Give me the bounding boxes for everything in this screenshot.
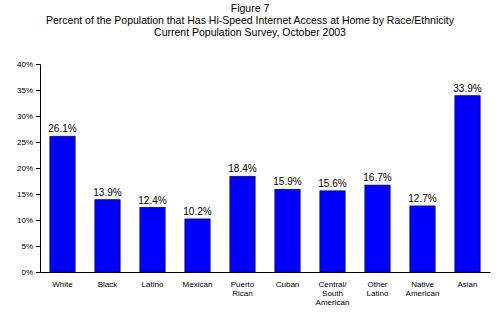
- y-tick-label: 5%: [21, 242, 33, 251]
- x-tick-label: Central/SouthAmerican: [316, 280, 350, 307]
- x-tick: PuertoRican: [231, 280, 255, 298]
- y-tick: 0%: [21, 268, 40, 277]
- bar: [140, 208, 165, 272]
- data-label: 12.4%: [138, 195, 166, 206]
- bars: [50, 96, 480, 272]
- x-tick-label-line: American: [316, 298, 350, 307]
- x-tick: Central/SouthAmerican: [316, 280, 350, 307]
- y-tick: 20%: [17, 164, 40, 173]
- data-label: 33.9%: [453, 83, 481, 94]
- data-label: 10.2%: [183, 206, 211, 217]
- bar: [275, 189, 300, 272]
- x-tick-label: Mexican: [183, 280, 213, 289]
- y-tick: 30%: [17, 112, 40, 121]
- y-tick-mark: [36, 142, 40, 143]
- y-tick-label: 0%: [21, 268, 33, 277]
- y-tick: 25%: [17, 138, 40, 147]
- y-tick-mark: [36, 246, 40, 247]
- y-tick: 40%: [17, 60, 40, 69]
- x-tick-label-line: White: [52, 280, 73, 289]
- x-tick: Mexican: [183, 280, 213, 289]
- bar: [455, 96, 480, 272]
- data-label: 18.4%: [228, 163, 256, 174]
- x-tick-label: NativeAmerican: [406, 280, 440, 298]
- subtitle: Current Population Survey, October 2003: [154, 26, 346, 38]
- y-tick-mark: [36, 194, 40, 195]
- x-tick-label: OtherLatino: [367, 280, 389, 298]
- bar: [230, 176, 255, 272]
- y-tick-mark: [36, 90, 40, 91]
- subtitle: Percent of the Population that Has Hi-Sp…: [46, 14, 455, 26]
- y-tick: 15%: [17, 190, 40, 199]
- x-tick-label-line: Latino: [142, 280, 164, 289]
- y-tick-mark: [36, 220, 40, 221]
- x-tick: OtherLatino: [367, 280, 389, 298]
- x-tick-label: Asian: [457, 280, 477, 289]
- x-tick: Asian: [457, 280, 477, 289]
- data-labels: 26.1% 13.9% 12.4% 10.2% 18.4% 15.9% 15.6% 16.7%…: [48, 83, 481, 217]
- data-label: 15.9%: [273, 176, 301, 187]
- y-tick-mark: [36, 168, 40, 169]
- bar: [365, 185, 390, 272]
- bar: [185, 219, 210, 272]
- x-tick-label-line: Mexican: [183, 280, 213, 289]
- x-axis: White Black Latino Mexican PuertoRican Cuban C…: [41, 273, 491, 308]
- data-label: 15.6%: [318, 178, 346, 189]
- x-tick: White: [52, 280, 73, 289]
- y-axis-line: [36, 65, 41, 273]
- y-tick-mark: [36, 64, 40, 65]
- x-tick: Latino: [142, 280, 164, 289]
- plot: 26.1% 13.9% 12.4% 10.2% 18.4% 15.9% 15.6% 16.7%…: [17, 60, 491, 307]
- data-label: 13.9%: [93, 187, 121, 198]
- y-tick-label: 35%: [17, 86, 33, 95]
- chart: Figure 7Percent of the Population that H…: [0, 0, 500, 324]
- y-tick-label: 30%: [17, 112, 33, 121]
- x-tick-label-line: Other: [367, 280, 387, 289]
- y-tick: 35%: [17, 86, 40, 95]
- bar: [50, 136, 75, 272]
- y-tick: 5%: [21, 242, 40, 251]
- y-tick-label: 25%: [17, 138, 33, 147]
- x-tick-label-line: Cuban: [276, 280, 300, 289]
- bar: [320, 191, 345, 272]
- x-tick-label-line: American: [406, 289, 440, 298]
- x-tick: Cuban: [276, 280, 300, 289]
- x-tick-label-line: South: [322, 289, 343, 298]
- y-tick: 10%: [17, 216, 40, 225]
- data-label: 16.7%: [363, 172, 391, 183]
- data-label: 26.1%: [48, 123, 76, 134]
- y-tick-label: 15%: [17, 190, 33, 199]
- x-tick-label-line: Asian: [457, 280, 477, 289]
- bar: [410, 206, 435, 272]
- x-tick-label-line: Puerto: [231, 280, 255, 289]
- x-tick-label: Black: [98, 280, 119, 289]
- x-tick-label: Latino: [142, 280, 164, 289]
- x-tick-label: Cuban: [276, 280, 300, 289]
- x-tick-label-line: Rican: [232, 289, 252, 298]
- y-tick-label: 10%: [17, 216, 33, 225]
- y-tick-mark: [36, 116, 40, 117]
- title: Figure 7: [231, 2, 270, 14]
- x-tick-label-line: Central/: [318, 280, 347, 289]
- x-tick-label-line: Latino: [367, 289, 389, 298]
- y-tick-label: 40%: [17, 60, 33, 69]
- x-axis-line: [41, 272, 491, 273]
- data-label: 12.7%: [408, 193, 436, 204]
- y-tick-label: 20%: [17, 164, 33, 173]
- x-tick-label-line: Black: [98, 280, 119, 289]
- x-tick-label: PuertoRican: [231, 280, 255, 298]
- x-tick-label: White: [52, 280, 73, 289]
- x-tick: NativeAmerican: [406, 280, 440, 298]
- y-tick-mark: [36, 272, 40, 273]
- bar: [95, 200, 120, 272]
- x-tick-label-line: Native: [411, 280, 434, 289]
- x-tick: Black: [98, 280, 119, 289]
- y-axis: 0% 5% 10% 15% 20% 25% 30% 35% 40%: [17, 60, 41, 277]
